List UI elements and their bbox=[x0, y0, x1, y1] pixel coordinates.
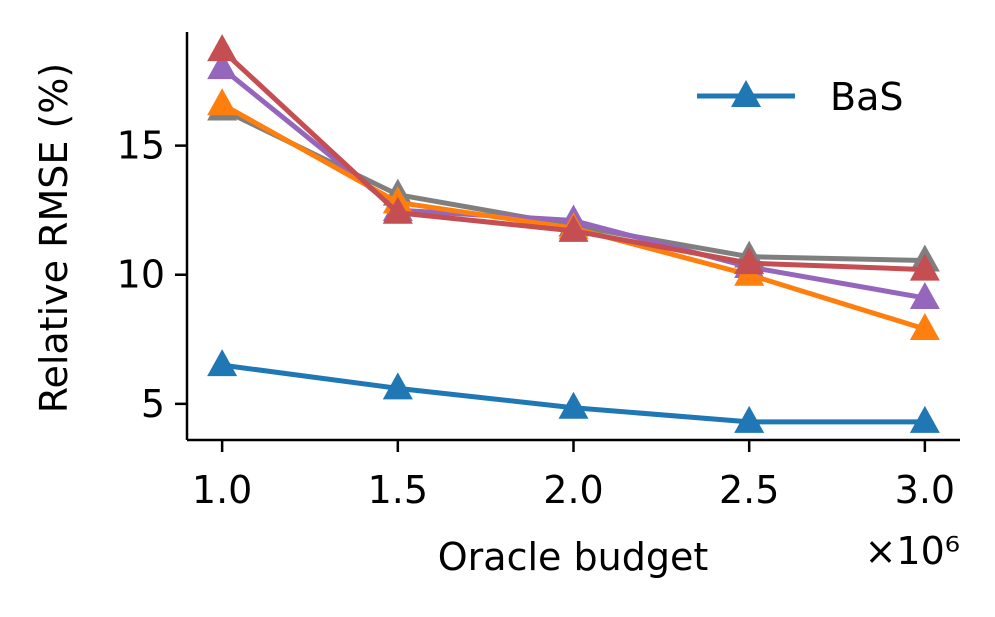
data-point-bas bbox=[382, 372, 413, 400]
series-gray bbox=[207, 93, 940, 272]
x-offset-label: ×10⁶ bbox=[865, 529, 960, 573]
ticks: 1.0 1.5 2.0 2.5 3.0 5 10 15 bbox=[117, 124, 955, 512]
data-point-bas bbox=[734, 405, 765, 433]
x-tick-label: 3.0 bbox=[895, 468, 955, 512]
y-tick-label: 5 bbox=[141, 382, 165, 426]
series-bas bbox=[207, 349, 940, 433]
y-tick-label: 10 bbox=[117, 253, 165, 297]
legend: BaS bbox=[697, 75, 903, 119]
data-point-bas bbox=[909, 405, 940, 433]
data-point-bas bbox=[207, 349, 238, 377]
x-axis-label: Oracle budget bbox=[438, 535, 708, 579]
data-point-red bbox=[909, 253, 940, 281]
data-point-bas bbox=[558, 391, 589, 419]
data-point-red bbox=[558, 214, 589, 242]
y-axis-label: Relative RMSE (%) bbox=[32, 63, 76, 413]
legend-marker-bas bbox=[731, 80, 761, 107]
series-orange bbox=[207, 88, 940, 340]
data-point-red bbox=[382, 196, 413, 224]
data-point-red bbox=[734, 247, 765, 275]
data-point-orange bbox=[909, 312, 940, 340]
series-red bbox=[207, 34, 940, 281]
x-tick-label: 2.5 bbox=[719, 468, 779, 512]
series-layer bbox=[207, 34, 940, 433]
x-tick-label: 2.0 bbox=[543, 468, 603, 512]
data-point-purple bbox=[207, 52, 238, 80]
x-tick-label: 1.5 bbox=[368, 468, 428, 512]
data-point-orange bbox=[207, 88, 238, 116]
legend-label-bas: BaS bbox=[830, 75, 903, 119]
x-tick-label: 1.0 bbox=[192, 468, 252, 512]
y-tick-label: 15 bbox=[117, 124, 165, 168]
data-point-purple bbox=[909, 281, 940, 309]
data-point-red bbox=[207, 34, 238, 62]
